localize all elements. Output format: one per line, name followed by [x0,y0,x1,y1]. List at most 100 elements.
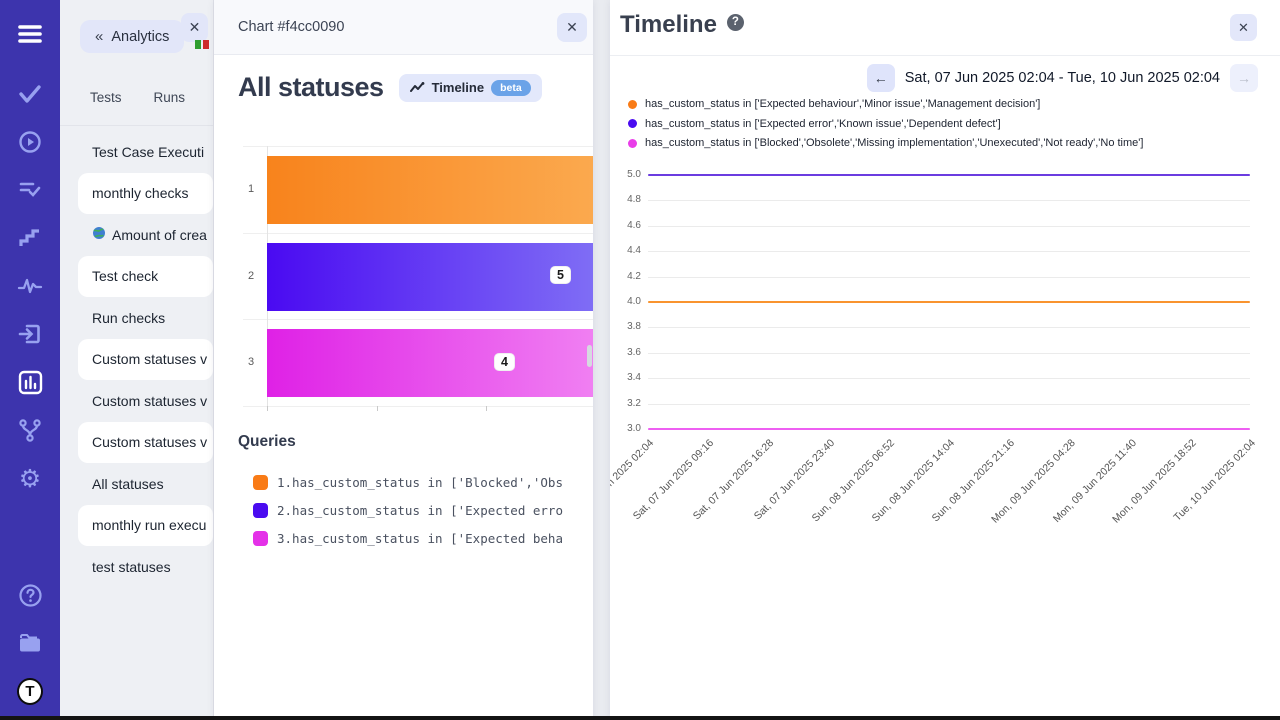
tab-tests[interactable]: Tests [90,90,122,105]
y-tick-label: 3.2 [627,398,641,409]
queries-list: 1.has_custom_status in ['Blocked','Obs 2.… [238,472,593,548]
list-item[interactable]: test statuses [60,546,213,588]
help-circle-icon[interactable]: ? [726,14,744,32]
trend-line-icon [409,81,424,92]
timeline-button-label: Timeline [431,80,485,95]
prev-range-button[interactable]: ← [866,64,895,92]
logo-icon[interactable]: T [17,677,43,705]
timeline-header-divider [610,55,1280,56]
band-split-line [243,233,593,234]
nav-divider [60,125,213,126]
y-tick-label: 3.6 [627,347,641,358]
list-item[interactable]: Custom statuses v [78,421,213,463]
list-item[interactable]: Run checks [60,297,213,339]
runs-play-icon[interactable] [17,129,43,155]
statuses-bar-chart: 1 2 3 5 4 [238,146,593,412]
bar-category-label: 1 [247,183,255,195]
analytics-back-button[interactable]: « Analytics [80,20,185,53]
next-range-button[interactable]: → [1230,64,1258,92]
x-axis-tick [377,406,378,411]
band-split-line [243,146,593,147]
list-item-label: Custom statuses v [92,434,208,451]
menu-icon[interactable] [17,21,43,47]
list-item[interactable]: Amount of crea [60,214,213,256]
chart-heading-row: All statuses Timeline beta [238,72,542,103]
status-bar[interactable] [267,156,593,224]
query-color-swatch [253,474,268,490]
chart-panel-title: Chart #f4cc0090 [238,19,345,35]
list-item[interactable]: monthly checks [78,172,213,214]
analytics-bar-chart-icon[interactable] [17,369,43,395]
legend-item[interactable]: has_custom_status in ['Blocked','Obsolet… [628,137,1143,149]
list-item[interactable]: monthly run execu [78,504,213,546]
list-item-label: monthly checks [92,185,189,202]
series-line[interactable] [648,174,1250,176]
query-item: 2.has_custom_status in ['Expected erro [253,500,593,520]
series-line[interactable] [648,301,1250,303]
beta-badge: beta [491,79,531,96]
queries-heading: Queries [238,433,296,450]
vertical-scrollbar-thumb[interactable] [587,345,592,367]
query-text: 1.has_custom_status in ['Blocked','Obs [277,474,563,490]
series-line[interactable] [648,428,1250,430]
legend-dot [628,99,637,109]
bottom-edge-strip [0,716,1280,720]
suites-list-check-icon[interactable] [17,177,43,203]
query-item: 1.has_custom_status in ['Blocked','Obs [253,472,593,492]
date-range-navigator: ← Sat, 07 Jun 2025 02:04 - Tue, 10 Jun 2… [866,64,1258,92]
y-tick-label: 4.4 [627,245,641,256]
y-tick-label: 3.4 [627,372,641,383]
saved-charts-list: Test Case Executi monthly checks Amount of… [60,131,213,720]
query-text: 3.has_custom_status in ['Expected beha [277,530,563,546]
timeline-legend: has_custom_status in ['Expected behaviou… [628,98,1143,157]
status-bar[interactable] [267,329,593,397]
timeline-title: Timeline? [620,11,744,39]
list-item[interactable]: All statuses [60,463,213,505]
list-item-label: Test check [92,268,159,285]
legend-item[interactable]: has_custom_status in ['Expected error','… [628,118,1143,130]
list-item-label: test statuses [92,558,171,575]
settings-gear-icon[interactable]: ⚙ [18,463,42,493]
help-icon[interactable] [17,582,43,608]
query-color-swatch [253,502,268,518]
projects-folder-icon[interactable] [17,630,43,656]
pulse-activity-icon[interactable] [17,273,43,299]
list-item[interactable]: Test check [78,255,213,297]
tests-check-icon[interactable] [17,81,43,107]
collapse-chevrons-icon: « [95,28,104,45]
list-item[interactable]: Custom statuses v [78,338,213,380]
list-item[interactable]: Test Case Executi [60,131,213,173]
chart-detail-panel: Chart #f4cc0090 ✕ All statuses Timeline … [214,0,593,720]
x-axis-tick [486,406,487,411]
timeline-panel: Timeline? ✕ ← Sat, 07 Jun 2025 02:04 - T… [610,0,1280,720]
milestones-steps-icon[interactable] [17,225,43,251]
band-split-line [243,319,593,320]
back-button-label: Analytics [111,28,170,45]
sign-in-icon[interactable] [17,321,43,347]
bar-value-label: 4 [495,354,514,370]
legend-item[interactable]: has_custom_status in ['Expected behaviou… [628,98,1143,110]
branches-icon[interactable] [17,417,43,443]
timeline-close-button[interactable]: ✕ [1230,14,1257,41]
query-text: 2.has_custom_status in ['Expected erro [277,502,563,518]
band-split-line [243,406,593,407]
list-item-label: All statuses [92,475,164,492]
y-tick-label: 3.0 [627,423,641,434]
y-tick-label: 4.6 [627,220,641,231]
globe-icon [92,226,106,243]
legend-label: has_custom_status in ['Blocked','Obsolet… [645,137,1144,149]
y-tick-label: 3.8 [627,321,641,332]
list-item-label: Amount of crea [112,226,207,243]
gridline [648,404,1250,405]
y-tick-label: 4.8 [627,194,641,205]
nav-close-button[interactable]: ✕ [181,13,208,42]
timeline-toggle-button[interactable]: Timeline beta [398,73,542,102]
list-item[interactable]: Custom statuses v [60,380,213,422]
tab-runs[interactable]: Runs [153,90,186,105]
queries-section: Queries 1.has_custom_status in ['Blocked… [238,433,593,556]
chart-panel-close-button[interactable]: ✕ [557,13,587,42]
x-axis-tick [267,406,268,411]
list-item-label: Custom statuses v [92,392,208,409]
status-bar[interactable] [267,243,593,311]
